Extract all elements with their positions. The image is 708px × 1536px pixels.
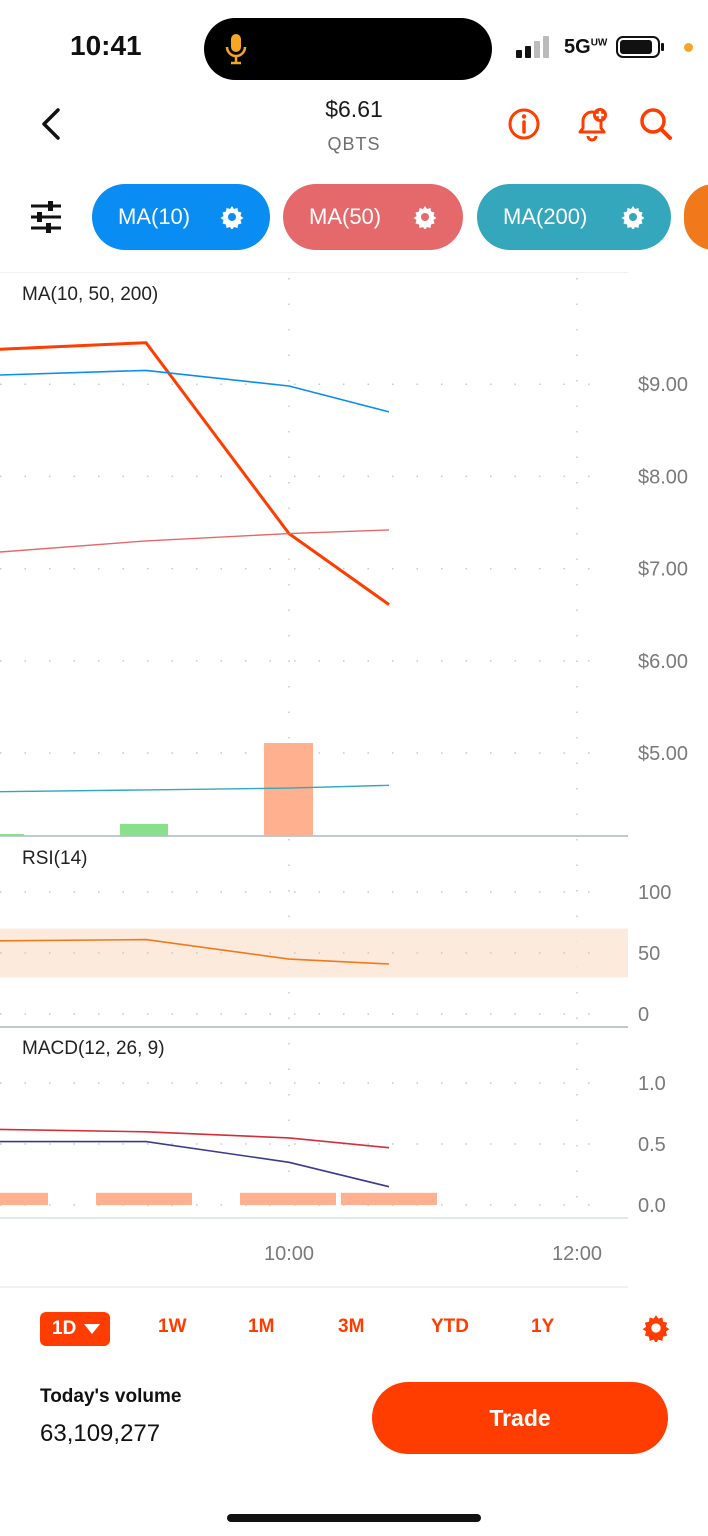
- current-price: $6.61: [325, 96, 383, 122]
- status-time: 10:41: [70, 30, 142, 61]
- price-y-tick: $5.00: [638, 743, 688, 765]
- chip-more[interactable]: [684, 184, 708, 250]
- macd-series-line: [0, 1128, 390, 1149]
- ma-series-line: [0, 369, 390, 413]
- todays-volume-label: Today's volume: [40, 1386, 182, 1407]
- rsi-panel-label: RSI(14): [22, 848, 88, 869]
- ma-series-line: [0, 341, 390, 606]
- chart-svg[interactable]: $9.00 $8.00 $7.00 $6.00 $5.00 100 50 0 1.0 0.5 0.0…: [0, 272, 708, 1292]
- home-indicator: [227, 1514, 481, 1522]
- range-1w[interactable]: 1W: [158, 1316, 187, 1337]
- caret-down-icon: [84, 1324, 101, 1334]
- macd-y-tick: 0.0: [638, 1195, 666, 1217]
- price-panel-label: MA(10, 50, 200): [22, 284, 159, 305]
- indicator-chips: MA(10) MA(50) MA(200): [0, 184, 708, 250]
- range-1d-dropdown[interactable]: 1D: [40, 1312, 110, 1346]
- chip-label: MA(50): [309, 204, 382, 229]
- macd-histogram-bar: [240, 1192, 336, 1205]
- gear-icon[interactable]: [413, 205, 437, 229]
- volume-bar: [264, 743, 313, 836]
- add-alert-bell-icon[interactable]: [574, 106, 610, 142]
- macd-panel-label: MACD(12, 26, 9): [22, 1038, 165, 1059]
- macd-y-tick: 0.5: [638, 1134, 666, 1156]
- status-bar: 10:41 5GUW: [0, 0, 708, 90]
- microphone-icon: [225, 34, 247, 65]
- info-icon[interactable]: [506, 106, 542, 142]
- chip-ma50[interactable]: MA(50): [283, 184, 463, 250]
- rsi-y-tick: 50: [638, 943, 660, 965]
- x-axis-tick: 10:00: [264, 1243, 314, 1265]
- filter-sliders-icon[interactable]: [30, 200, 62, 234]
- range-ytd[interactable]: YTD: [431, 1316, 469, 1337]
- price-y-tick: $7.00: [638, 559, 688, 581]
- trade-button[interactable]: Trade: [372, 1382, 668, 1454]
- price-y-tick: $8.00: [638, 466, 688, 488]
- ma-series-line: [0, 784, 390, 793]
- range-1m[interactable]: 1M: [248, 1316, 275, 1337]
- rsi-y-tick: 100: [638, 882, 671, 904]
- chip-ma10[interactable]: MA(10): [92, 184, 270, 250]
- range-label: 1D: [52, 1318, 77, 1339]
- gear-icon[interactable]: [621, 205, 645, 229]
- price-y-tick: $6.00: [638, 651, 688, 673]
- rsi-y-tick: 0: [638, 1004, 649, 1026]
- volume-bar: [120, 823, 168, 836]
- chart-area[interactable]: $9.00 $8.00 $7.00 $6.00 $5.00 100 50 0 1.0 0.5 0.0…: [0, 272, 708, 1292]
- macd-histogram-bar: [96, 1192, 192, 1205]
- macd-histogram-bar: [341, 1192, 437, 1205]
- x-axis-tick: 12:00: [552, 1243, 602, 1265]
- network-type: 5GUW: [564, 36, 608, 58]
- back-icon[interactable]: [38, 106, 68, 142]
- ticker-symbol: QBTS: [327, 134, 381, 154]
- rsi-line: [0, 938, 390, 965]
- search-icon[interactable]: [638, 106, 674, 142]
- header: $6.61 QBTS: [0, 90, 708, 170]
- chip-ma200[interactable]: MA(200): [477, 184, 671, 250]
- chip-label: MA(200): [503, 204, 588, 229]
- todays-volume-value: 63,109,277: [40, 1420, 161, 1447]
- chart-settings-gear-icon[interactable]: [642, 1314, 670, 1342]
- chip-label: MA(10): [118, 204, 191, 229]
- rsi-band: [0, 928, 628, 978]
- dynamic-island: [204, 18, 492, 80]
- macd-series-line: [0, 1140, 390, 1188]
- time-range-selector: 1D 1W 1M 3M YTD 1Y: [0, 1310, 708, 1350]
- cellular-signal-icon: [516, 36, 549, 58]
- ma-series-line: [0, 529, 390, 553]
- privacy-indicator: [684, 43, 693, 52]
- gear-icon[interactable]: [220, 205, 244, 229]
- macd-y-tick: 1.0: [638, 1073, 666, 1095]
- range-3m[interactable]: 3M: [338, 1316, 365, 1337]
- battery-icon: [616, 36, 664, 58]
- macd-histogram-bar: [0, 1192, 48, 1205]
- range-1y[interactable]: 1Y: [531, 1316, 555, 1337]
- price-y-tick: $9.00: [638, 374, 688, 396]
